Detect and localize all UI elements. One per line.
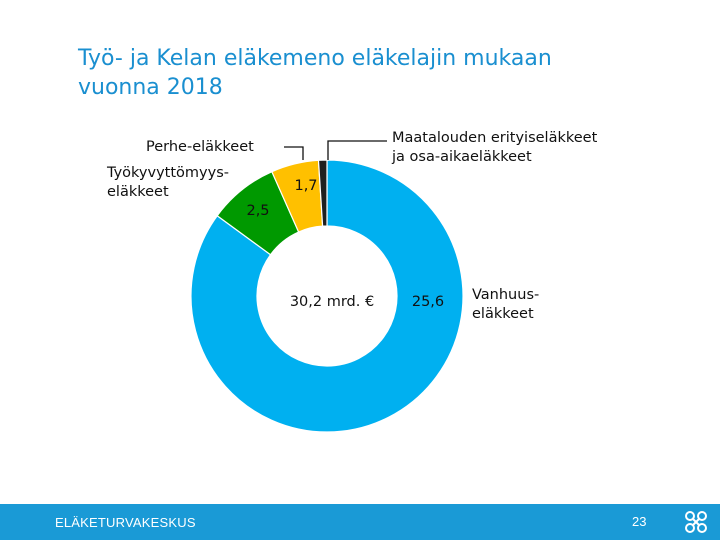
slice-value-label: 1,7 bbox=[294, 178, 317, 194]
slice-value-label: 25,6 bbox=[412, 294, 444, 310]
slice-category-label: Vanhuus- bbox=[472, 287, 539, 303]
donut-center-total: 30,2 mrd. € bbox=[290, 294, 374, 310]
callout-leader-line bbox=[284, 146, 304, 160]
slice-callouts: Vanhuus-eläkkeet Työkyvyttömyys-eläkkeet P… bbox=[106, 130, 598, 322]
slice-category-label: Perhe-eläkkeet bbox=[146, 139, 254, 155]
slice-value-labels: 25,6 2,5 1,7 bbox=[246, 178, 444, 310]
slice-category-label: Työkyvyttömyys- bbox=[106, 165, 229, 181]
slice-category-label: eläkkeet bbox=[107, 184, 169, 200]
callout-leader-line bbox=[327, 140, 387, 160]
eläketurvakeskus-logo-icon bbox=[685, 511, 707, 533]
donut-slice-maatalouden-erityiseläkkeet-ja-osa-aikaeläkkeet bbox=[317, 159, 328, 227]
donut-chart: 25,6 2,5 1,7 Vanhuus-eläkkeet Työkyvyttömyy… bbox=[106, 130, 598, 433]
slice-value-label: 2,5 bbox=[246, 203, 269, 219]
donut-slice-vanhuus-eläkkeet bbox=[190, 159, 464, 433]
footer-organization: ELÄKETURVAKESKUS bbox=[55, 515, 196, 530]
slide-title-line-1: Työ- ja Kelan eläkemeno eläkelajin mukaa… bbox=[78, 46, 552, 71]
page-number: 23 bbox=[632, 514, 647, 529]
slice-category-label: Maatalouden erityiseläkkeet bbox=[392, 130, 598, 146]
donut-slices bbox=[190, 159, 464, 433]
slice-category-label: eläkkeet bbox=[472, 306, 534, 322]
footer-bar: ELÄKETURVAKESKUS 23 bbox=[0, 504, 720, 540]
slide-title-line-2: vuonna 2018 bbox=[78, 75, 223, 100]
slice-category-label: ja osa-aikaeläkkeet bbox=[391, 149, 532, 165]
slide-title: Työ- ja Kelan eläkemeno eläkelajin mukaa… bbox=[78, 44, 678, 102]
